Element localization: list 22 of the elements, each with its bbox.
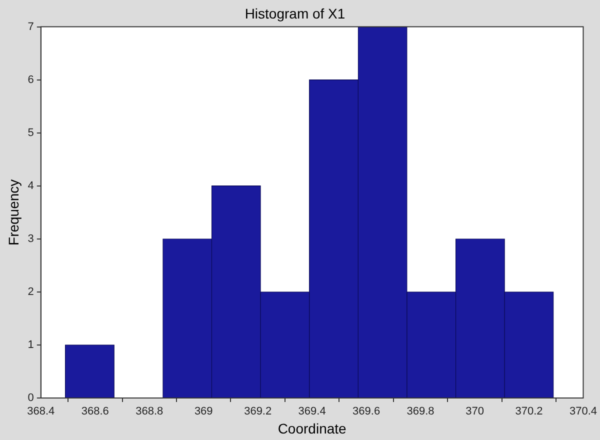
x-tick-label: 370.2 <box>515 406 543 418</box>
chart-title: Histogram of X1 <box>244 5 346 22</box>
y-tick-label: 3 <box>28 232 34 245</box>
x-tick-label: 369.6 <box>352 406 380 418</box>
y-tick-label: 7 <box>28 20 34 33</box>
y-tick-label: 5 <box>28 126 34 139</box>
x-tick-label: 370.4 <box>569 406 597 418</box>
y-tick-label: 1 <box>28 339 34 352</box>
x-tick-label: 369 <box>194 406 213 418</box>
y-tick-label: 4 <box>28 180 34 192</box>
x-tick-label: 370 <box>466 406 484 418</box>
y-tick-label: 0 <box>28 392 34 404</box>
x-tick-label: 369.2 <box>244 406 272 418</box>
x-axis-title: Coordinate <box>278 420 347 436</box>
x-tick-label: 369.4 <box>298 406 326 418</box>
x-tick-label: 368.6 <box>81 406 109 418</box>
x-tick-label: 369.8 <box>406 406 434 418</box>
y-axis-title: Frequency <box>5 179 22 246</box>
y-tick-label: 2 <box>28 286 34 298</box>
x-tick-label: 368.8 <box>136 406 164 418</box>
x-tick-label: 368.4 <box>27 406 55 418</box>
y-tick-label: 6 <box>28 74 34 86</box>
